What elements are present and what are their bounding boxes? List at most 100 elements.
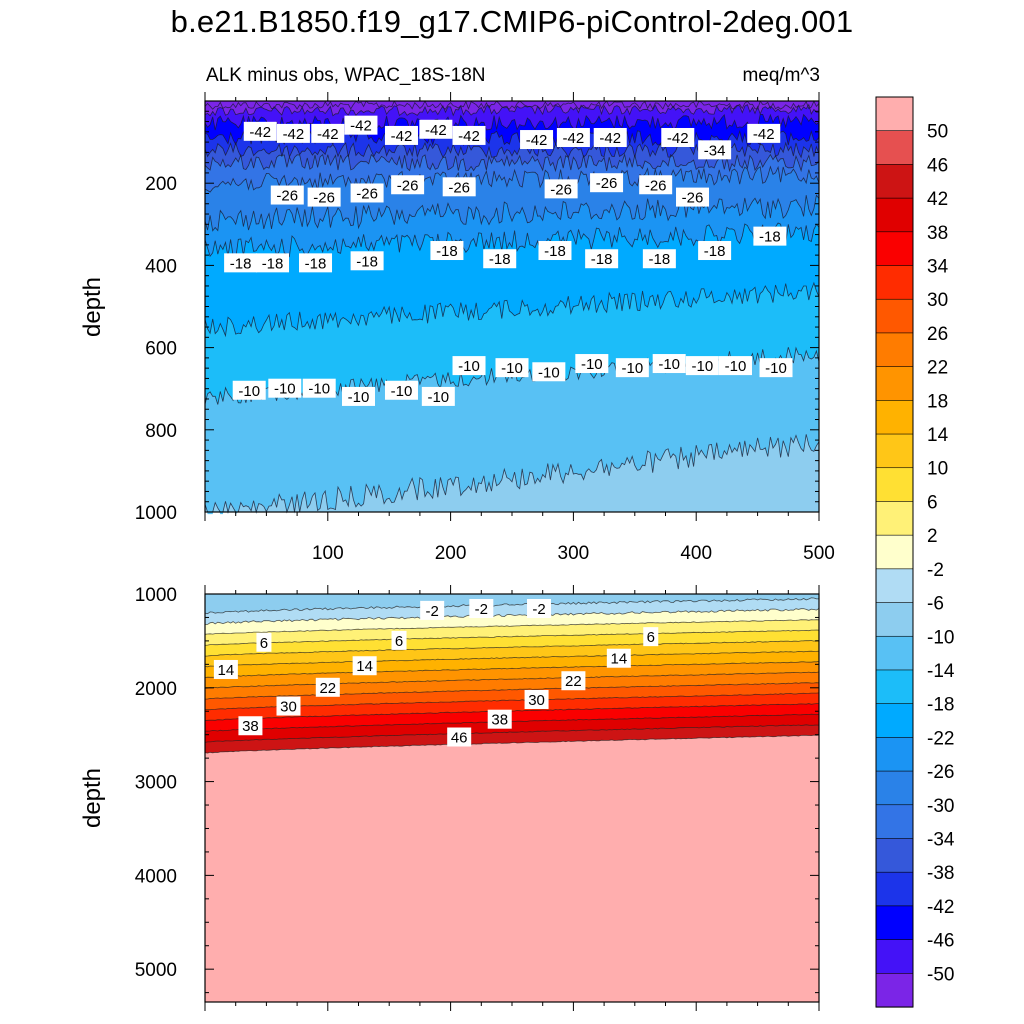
contour-label: -10 <box>495 358 529 378</box>
contour-label: 6 <box>256 632 272 652</box>
contour-label-box <box>442 177 476 197</box>
colorbar-swatch <box>875 703 914 738</box>
contour-label: -18 <box>224 253 258 273</box>
contour-label-text: -10 <box>765 360 787 377</box>
contour-label-box <box>307 187 341 207</box>
contour-label-text: -18 <box>649 251 671 268</box>
contour-label-text: 14 <box>610 651 627 668</box>
contour-label-text: -18 <box>262 255 284 272</box>
contour-label: -18 <box>698 241 732 261</box>
contour-label-text: -10 <box>274 381 296 398</box>
contour-label-text: -2 <box>426 603 439 620</box>
contour-label: -26 <box>639 175 673 195</box>
contour-label: -18 <box>430 241 464 261</box>
colorbar-label: -50 <box>927 964 954 985</box>
contour-label-text: 30 <box>528 692 545 709</box>
contour-label-box <box>652 354 686 374</box>
contour-label-box <box>315 677 340 697</box>
contour-label: 22 <box>561 671 586 691</box>
contour-label-box <box>430 241 464 261</box>
contour-label-box <box>532 362 566 382</box>
contour-label-text: -26 <box>682 190 704 207</box>
contour-label: 14 <box>352 656 377 676</box>
upper-contour-line <box>204 165 820 193</box>
colorbar-swatch <box>875 96 914 132</box>
contour-label: -10 <box>268 378 302 398</box>
colorbar-label: -6 <box>927 594 944 615</box>
contour-label: -42 <box>276 123 310 143</box>
figure-title: b.e21.B1850.f19_g17.CMIP6-piControl-2deg… <box>170 4 854 39</box>
contour-label-box <box>350 251 384 271</box>
lower-contour-line <box>204 671 820 689</box>
contour-label-box <box>419 119 453 139</box>
contour-label-text: -18 <box>305 255 327 272</box>
x-tick-label: 200 <box>435 543 467 564</box>
contour-label-text: -18 <box>704 243 726 260</box>
colorbar-swatch <box>875 501 914 536</box>
contour-label-box <box>685 356 719 376</box>
colorbar-label: -46 <box>927 931 954 952</box>
contour-label-text: -42 <box>458 128 480 145</box>
contour-label-box <box>642 249 676 269</box>
contour-label-box <box>585 249 619 269</box>
contour-label-text: -10 <box>725 358 747 375</box>
contour-label-box <box>268 378 302 398</box>
y-tick-label: 400 <box>145 256 177 277</box>
upper-contour-fills <box>205 101 819 515</box>
colorbar-label: -10 <box>927 627 954 648</box>
lower-contour-line <box>205 608 820 625</box>
contour-label: 38 <box>238 716 263 736</box>
colorbar-label: 38 <box>927 223 948 244</box>
contour-label-text: 22 <box>319 680 336 697</box>
contour-label-box <box>753 226 787 246</box>
contour-label: -26 <box>307 187 341 207</box>
contour-label-box <box>661 127 695 147</box>
lower-axis-ticks: 1000 2000 3000 4000 5000 <box>135 585 820 1011</box>
contour-label: -2 <box>469 599 494 619</box>
lower-contour-line <box>204 734 820 754</box>
colorbar-label: -30 <box>927 796 954 817</box>
contour-label-box <box>350 183 384 203</box>
contour-label: -10 <box>232 380 266 400</box>
colorbar-label: 22 <box>927 358 948 379</box>
contour-label-box <box>299 253 333 273</box>
contour-label: -2 <box>420 600 445 620</box>
upper-axis-ticks: 200 400 600 800 1000 100 200 300 400 500 <box>135 92 835 564</box>
contour-label: -10 <box>302 378 336 398</box>
contour-label-box <box>384 125 418 145</box>
colorbar-swatch <box>875 972 914 1008</box>
upper-contour-line <box>204 281 820 338</box>
contour-label: -18 <box>642 249 676 269</box>
contour-label-text: -10 <box>501 360 523 377</box>
y-tick-label: 2000 <box>135 679 177 700</box>
contour-label-text: -18 <box>356 253 378 270</box>
x-tick-label: 400 <box>680 543 712 564</box>
colorbar-label: 34 <box>927 257 949 278</box>
upper-panel: -42 -42 -42 -42 -42 -42 -42 -42 -42 -42 -42 -42 -34 -… <box>79 92 835 564</box>
contour-label-box <box>452 356 486 376</box>
colorbar-label: -42 <box>927 897 954 918</box>
contour-label-text: -10 <box>458 358 480 375</box>
colorbar-swatch <box>875 635 914 671</box>
colorbar-label: 46 <box>927 155 948 176</box>
contour-label-text: -42 <box>283 126 305 143</box>
contour-label-text: -26 <box>645 177 667 194</box>
contour-label-text: -10 <box>581 356 603 373</box>
lower-ylabel: depth <box>79 768 106 828</box>
contour-label-box <box>232 380 266 400</box>
contour-label-text: -34 <box>704 142 726 159</box>
contour-label-text: -42 <box>317 126 339 143</box>
contour-label-box <box>311 123 345 143</box>
contour-label: -42 <box>556 127 590 147</box>
contour-label: 6 <box>643 627 659 647</box>
upper-contour-labels: -42 -42 -42 -42 -42 -42 -42 -42 -42 -42 -42 -42 -34 -… <box>224 115 793 406</box>
contour-label-text: -18 <box>436 243 458 260</box>
colorbar-label: 6 <box>927 492 938 513</box>
colorbar-swatch <box>875 669 914 705</box>
contour-label-box <box>213 659 238 679</box>
contour-label-box <box>698 241 732 261</box>
colorbar-swatch <box>875 332 914 368</box>
colorbar-swatch <box>875 871 914 907</box>
contour-label-box <box>344 115 378 135</box>
